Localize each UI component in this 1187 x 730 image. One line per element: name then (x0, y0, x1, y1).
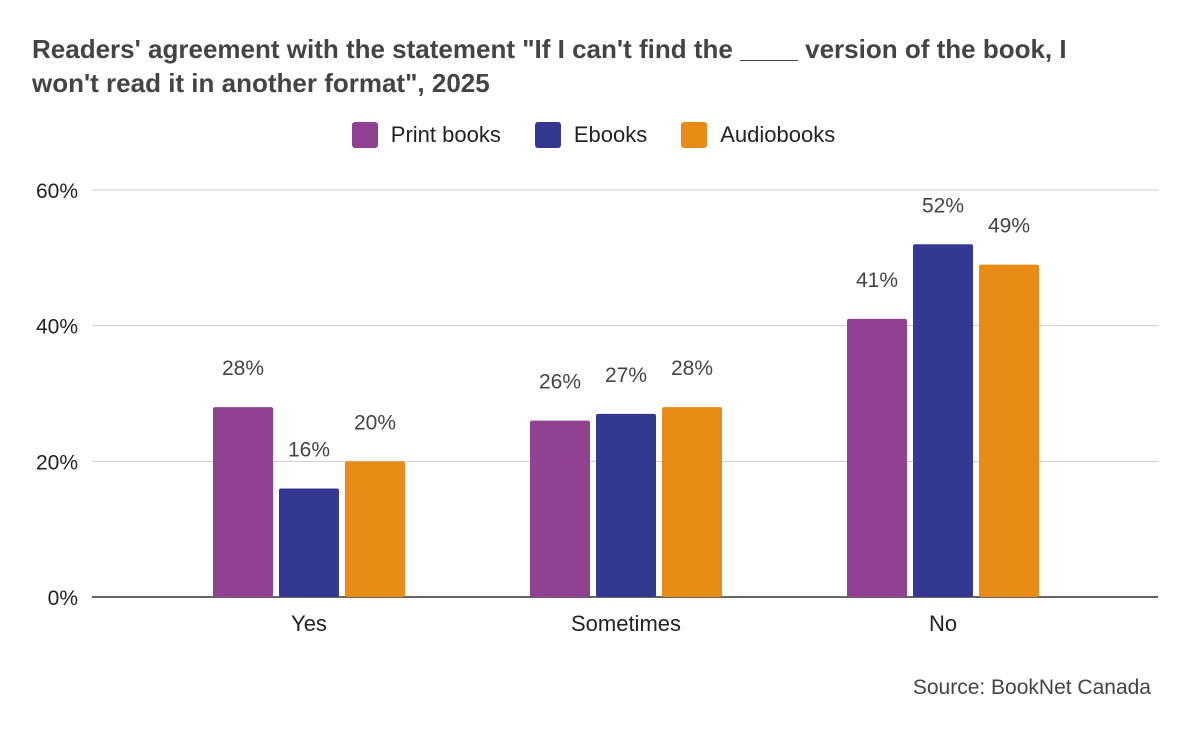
bar (847, 318, 907, 597)
bar (213, 407, 273, 597)
legend-item-audiobooks: Audiobooks (681, 122, 835, 148)
bar (279, 488, 339, 597)
legend-swatch-ebooks (534, 122, 561, 148)
data-label: 49% (988, 215, 1030, 238)
bar (913, 244, 973, 597)
y-tick-label: 0% (48, 587, 78, 610)
y-tick-label: 20% (36, 451, 78, 474)
data-label: 26% (539, 371, 581, 394)
data-label: 16% (288, 438, 330, 461)
bar (596, 413, 656, 597)
x-tick-label: Yes (291, 611, 327, 636)
legend-label-ebooks: Ebooks (573, 122, 648, 147)
y-tick-label: 60% (36, 180, 78, 203)
source-note: Source: BookNet Canada (912, 676, 1151, 699)
bar (345, 461, 405, 597)
legend-item-print-books: Print books (351, 122, 501, 148)
data-label: 41% (856, 269, 898, 292)
legend-label-audiobooks: Audiobooks (720, 122, 836, 147)
data-label: 28% (671, 357, 713, 380)
data-label: 28% (222, 357, 264, 380)
x-axis-labels: Yes Sometimes No (291, 611, 957, 636)
bar (979, 264, 1039, 597)
data-label: 20% (354, 411, 396, 434)
chart-title: Readers' agreement with the statement "I… (32, 34, 1067, 98)
x-tick-label: Sometimes (571, 611, 681, 636)
x-tick-label: No (929, 611, 957, 636)
bar (662, 407, 722, 597)
chart-legend: Print books Ebooks Audiobooks (0, 122, 1187, 148)
data-label: 27% (605, 364, 647, 387)
bars-layer (213, 244, 1039, 597)
legend-label-print-books: Print books (390, 122, 501, 147)
bar (530, 420, 590, 597)
legend-swatch-audiobooks (681, 122, 708, 148)
data-labels-layer: 28% 16% 20% 26% 27% 28% 41% 52% 49% (222, 194, 1030, 461)
y-axis-labels: 0% 20% 40% 60% (36, 180, 78, 610)
data-label: 52% (922, 194, 964, 217)
y-tick-label: 40% (36, 316, 78, 339)
legend-swatch-print-books (351, 122, 378, 148)
legend-item-ebooks: Ebooks (534, 122, 648, 148)
